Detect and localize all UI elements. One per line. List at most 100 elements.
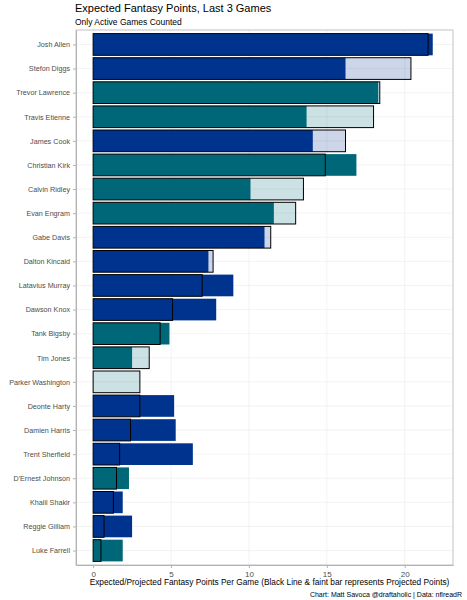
y-tick-mark — [73, 213, 76, 214]
projected-bar — [93, 371, 140, 393]
y-tick: Parker Washington — [9, 378, 76, 387]
y-tick: Dalton Kincaid — [24, 257, 76, 266]
projected-outline — [93, 34, 428, 56]
y-tick-label: James Cook — [30, 137, 70, 146]
projected-bar — [93, 202, 296, 224]
y-tick-label: Damien Harris — [24, 426, 70, 435]
projected-outline — [93, 154, 325, 176]
y-tick-mark — [73, 382, 76, 383]
expected-bar — [93, 275, 233, 297]
background — [0, 0, 467, 600]
y-tick: Christian Kirk — [27, 161, 76, 170]
y-tick-mark — [73, 189, 76, 190]
projected-outline — [93, 323, 160, 345]
y-tick: Tank Bigsby — [31, 329, 76, 338]
y-tick-mark — [73, 117, 76, 118]
y-tick-mark — [73, 551, 76, 552]
x-tick-mark — [93, 565, 94, 568]
title: Expected Fantasy Points, Last 3 Games — [75, 2, 272, 14]
y-tick-mark — [73, 310, 76, 311]
expected-bar — [93, 395, 174, 417]
y-tick-mark — [73, 69, 76, 70]
y-tick: Latavius Murray — [19, 281, 76, 290]
y-tick: Evan Engram — [26, 209, 76, 218]
y-tick: Josh Allen — [37, 40, 76, 49]
y-tick-label: Latavius Murray — [19, 281, 71, 290]
caption: Chart: Matt Savoca @draftaholic | Data: … — [310, 591, 462, 599]
bars — [93, 34, 433, 562]
y-tick: Tim Jones — [37, 354, 76, 363]
subtitle: Only Active Games Counted — [75, 17, 182, 27]
expected-bar — [93, 58, 345, 80]
expected-bar — [93, 323, 169, 345]
projected-outline — [93, 202, 296, 224]
expected-bar — [93, 178, 250, 200]
y-tick: Travis Etienne — [24, 113, 76, 122]
y-tick: Stefon Diggs — [29, 64, 76, 73]
projected-outline — [93, 251, 213, 273]
projected-outline — [93, 299, 172, 321]
y-tick: Trent Sherfield — [23, 450, 76, 459]
projected-bar — [93, 106, 373, 128]
projected-outline — [93, 275, 202, 297]
y-tick-label: Gabe Davis — [32, 233, 70, 242]
projected-outline — [93, 58, 411, 80]
y-tick-mark — [73, 526, 76, 527]
y-tick: Trevor Lawrence — [16, 88, 76, 97]
projected-outline — [93, 130, 345, 152]
y-tick: Khalil Shakir — [30, 498, 76, 507]
y-axis: Josh Allen Stefon Diggs Trevor Lawrence Tra… — [9, 31, 76, 566]
y-tick-mark — [73, 358, 76, 359]
y-tick-label: Dalton Kincaid — [24, 257, 70, 266]
x-axis-title: Expected/Projected Fantasy Points Per Ga… — [90, 577, 450, 587]
projected-bar — [93, 82, 380, 104]
y-tick-mark — [73, 285, 76, 286]
plot-border — [76, 30, 453, 565]
projected-bar — [93, 347, 149, 369]
x-tick-mark — [249, 565, 250, 568]
expected-bar — [93, 251, 208, 273]
y-tick-label: Tim Jones — [37, 354, 70, 363]
projected-outline — [93, 371, 140, 393]
y-tick-label: Travis Etienne — [24, 113, 70, 122]
expected-bar — [93, 202, 274, 224]
projected-outline — [93, 178, 303, 200]
grid — [76, 30, 453, 565]
y-tick-label: Evan Engram — [26, 209, 70, 218]
y-tick-label: Trent Sherfield — [23, 450, 70, 459]
y-tick-label: Parker Washington — [9, 378, 70, 387]
y-tick-mark — [73, 454, 76, 455]
y-tick-label: Josh Allen — [37, 40, 70, 49]
grid-line-y — [76, 550, 453, 551]
projected-outline — [93, 516, 104, 538]
y-tick: Gabe Davis — [32, 233, 76, 242]
expected-bar — [93, 299, 216, 321]
y-tick-label: Tank Bigsby — [31, 329, 70, 338]
x-tick-mark — [327, 565, 328, 568]
y-tick-label: Deonte Harty — [28, 402, 71, 411]
y-tick-label: D'Ernest Johnson — [13, 474, 70, 483]
projected-bar — [93, 58, 411, 80]
expected-bar — [93, 347, 132, 369]
y-tick: Luke Farrell — [32, 546, 76, 555]
projected-outline — [93, 467, 116, 489]
grid-line-x — [404, 30, 405, 565]
expected-bar — [93, 82, 378, 104]
y-tick-label: Trevor Lawrence — [16, 88, 70, 97]
expected-bar — [93, 154, 356, 176]
plot-panel — [76, 30, 453, 565]
projected-outline — [93, 82, 380, 104]
grid-line-y — [76, 502, 453, 503]
y-tick-mark — [73, 93, 76, 94]
projected-bar — [93, 251, 213, 273]
y-tick-mark — [73, 141, 76, 142]
projected-bar — [93, 130, 345, 152]
grid-line-y — [76, 526, 453, 527]
expected-bar — [93, 130, 313, 152]
x-tick-mark — [171, 565, 172, 568]
projected-outline — [93, 443, 119, 465]
expected-bar — [93, 226, 264, 248]
expected-bar — [93, 443, 193, 465]
y-tick-label: Khalil Shakir — [30, 498, 71, 507]
y-tick-mark — [73, 478, 76, 479]
